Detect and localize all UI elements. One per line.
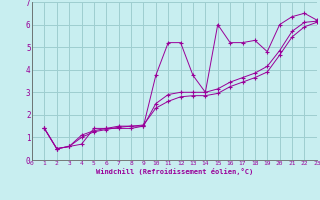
X-axis label: Windchill (Refroidissement éolien,°C): Windchill (Refroidissement éolien,°C) <box>96 168 253 175</box>
